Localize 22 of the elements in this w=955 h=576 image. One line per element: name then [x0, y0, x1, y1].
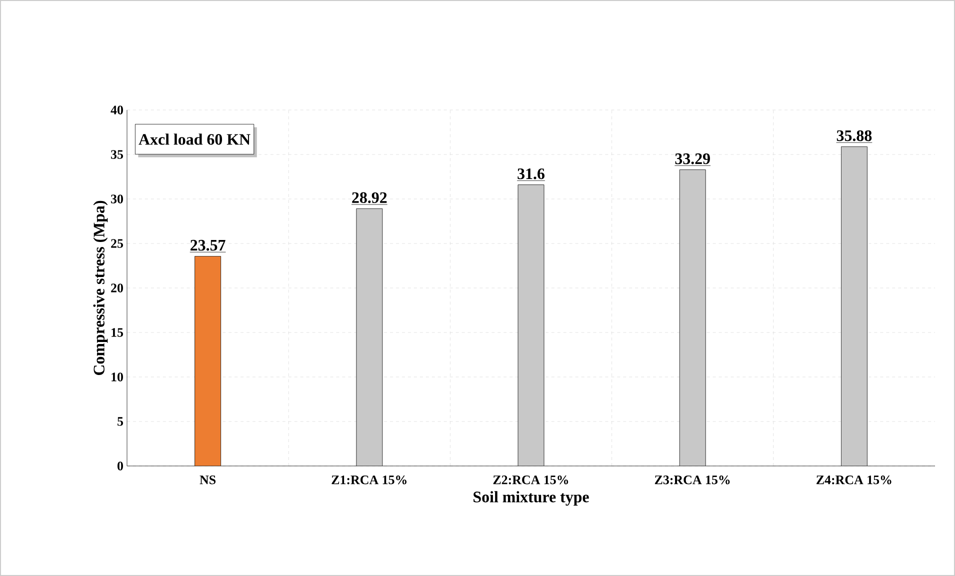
data-label: 31.6: [518, 168, 544, 180]
y-tick-label: 40: [110, 106, 123, 114]
x-tick-label: Z4:RCA 15%: [816, 476, 892, 484]
y-tick-label: 30: [111, 194, 123, 204]
y-tick-label: 10: [112, 372, 123, 382]
y-axis-title: Compressive stress (Mpa): [93, 200, 108, 376]
x-axis-title: Soil mixture type: [474, 491, 589, 506]
y-tick-label: 0: [118, 462, 123, 470]
annotation: Axcl load 60 KN: [138, 134, 250, 145]
y-tick-label: 20: [111, 284, 123, 292]
x-tick-label: NS: [200, 476, 216, 484]
y-tick-label: 35: [111, 150, 124, 159]
y-tick-label: 25: [111, 239, 124, 248]
x-tick-label: Z1:RCA 15%: [332, 476, 406, 484]
x-tick-label: Z3:RCA 15%: [654, 476, 730, 484]
data-label: 33.29: [675, 153, 710, 164]
data-label: 28.92: [352, 192, 387, 204]
x-tick-label: Z2:RCA 15%: [493, 476, 568, 484]
y-tick-label: 15: [112, 328, 124, 337]
data-label: 23.57: [190, 240, 226, 251]
data-label: 35.88: [836, 130, 872, 142]
y-tick-label: 5: [118, 417, 124, 426]
